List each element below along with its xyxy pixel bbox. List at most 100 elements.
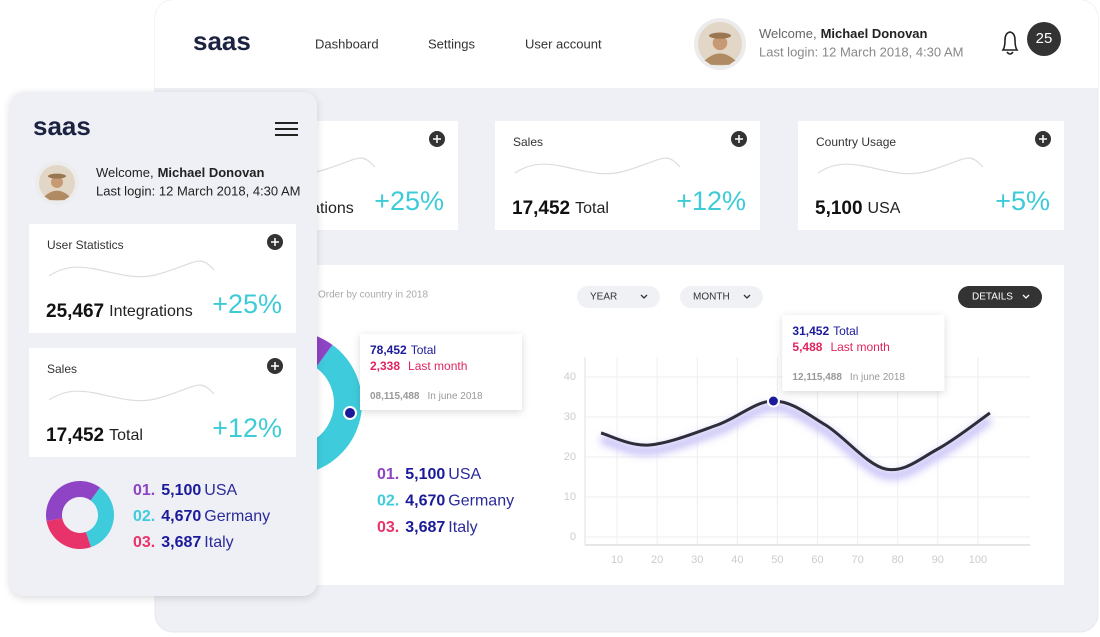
- text-part: Total: [833, 324, 858, 338]
- donut-segment: [46, 518, 92, 549]
- country-legend: 01. 5,100 USA: [133, 482, 238, 499]
- text-part: 08,115,488: [370, 391, 420, 402]
- chevron: [743, 294, 751, 299]
- text-part: 5,100: [815, 198, 863, 219]
- x-tick-label: 30: [691, 554, 703, 566]
- filter-label: MONTH: [693, 292, 730, 303]
- hamburger-menu[interactable]: [275, 122, 298, 136]
- text-part: Michael Donovan: [821, 26, 928, 41]
- avatar-body: [44, 190, 70, 201]
- add-icon: [433, 135, 441, 143]
- avatar: [35, 161, 79, 205]
- stat-title: Country Usage: [816, 135, 896, 149]
- text-part: 2,338: [370, 359, 400, 373]
- text-part: Germany: [204, 508, 270, 525]
- text-part: 5,100: [161, 482, 201, 499]
- mobile-welcome: Welcome, Michael Donovan: [96, 165, 265, 180]
- chevron: [640, 294, 648, 299]
- x-tick-label: 80: [892, 554, 904, 566]
- text-part: 5,488: [792, 340, 822, 354]
- avatar-face: [712, 35, 728, 51]
- welcome: Welcome, Michael Donovan: [759, 26, 928, 41]
- text-part: 31,452: [792, 324, 829, 338]
- avatar-body: [704, 53, 736, 65]
- stat-card: [495, 121, 760, 230]
- text-part: 5,100: [405, 466, 445, 483]
- country-legend: 02. 4,670 Germany: [377, 493, 514, 510]
- text-part: 3,687: [161, 534, 201, 551]
- text-part: 17,452: [46, 425, 104, 446]
- text-part: 4,670: [405, 493, 445, 510]
- x-tick-label: 50: [771, 554, 783, 566]
- text-part: 17,452: [512, 198, 570, 219]
- x-tick-label: 100: [969, 554, 987, 566]
- last-login: Last login: 12 March 2018, 4:30 AM: [759, 44, 964, 59]
- details-label: DETAILS: [972, 292, 1013, 303]
- text-part: 3,687: [405, 519, 445, 536]
- donut-segment: [85, 487, 115, 548]
- tooltip-total: 31,452 Total: [792, 324, 858, 338]
- y-tick-label: 20: [564, 451, 576, 463]
- country-legend: 01. 5,100 USA: [377, 466, 482, 483]
- logo: saas: [193, 26, 251, 56]
- tooltip-total: 78,452 Total: [370, 343, 436, 357]
- panel-subtitle: Order by country in 2018: [318, 290, 428, 301]
- nav-link[interactable]: Dashboard: [315, 36, 379, 51]
- stat-title: User Statistics: [47, 238, 124, 252]
- sparkline-wave: [48, 260, 215, 278]
- text-part: In june 2018: [850, 372, 905, 383]
- text-part: 4,670: [161, 508, 201, 525]
- chevron: [1022, 294, 1030, 299]
- x-tick-label: 10: [611, 554, 623, 566]
- details-button[interactable]: [958, 286, 1042, 308]
- stat-card: [29, 348, 296, 457]
- text-part: Welcome,: [759, 26, 817, 41]
- filter-dropdown[interactable]: [577, 286, 660, 308]
- text-part: USA: [204, 482, 237, 499]
- stat-change: +5%: [995, 186, 1050, 216]
- country-legend: 03. 3,687 Italy: [133, 534, 234, 551]
- text-part: Total: [411, 343, 436, 357]
- y-tick-label: 40: [564, 371, 576, 383]
- tooltip-history: 08,115,488 In june 2018: [370, 391, 483, 402]
- notification-count: 25: [1036, 30, 1053, 47]
- x-tick-label: 70: [851, 554, 863, 566]
- add-icon: [735, 135, 743, 143]
- x-tick-label: 60: [811, 554, 823, 566]
- x-tick-label: 20: [651, 554, 663, 566]
- top-nav-base: [155, 40, 1098, 88]
- filter-dropdown[interactable]: [680, 286, 763, 308]
- bell-icon[interactable]: [1001, 31, 1019, 55]
- text-part: Last month: [830, 340, 889, 354]
- stat-value: 5,100 USA: [815, 198, 901, 219]
- nav-link[interactable]: User account: [525, 36, 602, 51]
- tooltip: [360, 334, 522, 410]
- stat-change: +25%: [374, 186, 444, 216]
- avatar-hat: [709, 32, 731, 39]
- notification-badge[interactable]: [1027, 22, 1061, 56]
- text-part: Last month: [408, 359, 467, 373]
- text-part: 01.: [133, 482, 155, 499]
- mobile-panel: [10, 92, 317, 596]
- tooltip-last-month: 5,488 Last month: [792, 340, 889, 354]
- mobile-logo: saas: [33, 111, 91, 141]
- mobile-last-login: Last login: 12 March 2018, 4:30 AM: [96, 183, 301, 198]
- stat-title: Sales: [513, 135, 543, 149]
- y-tick-label: 10: [564, 491, 576, 503]
- line-marker: [766, 394, 780, 408]
- text-part: USA: [868, 200, 901, 217]
- line-glow: [599, 402, 993, 481]
- country-legend: 02. 4,670 Germany: [133, 508, 270, 525]
- stat-value: 25,467 Integrations: [46, 301, 193, 322]
- sparkline-wave: [48, 384, 215, 402]
- avatar-face: [51, 176, 63, 189]
- nav-link[interactable]: Settings: [428, 36, 475, 51]
- x-tick-label: 90: [932, 554, 944, 566]
- text-part: USA: [448, 466, 481, 483]
- text-part: 03.: [133, 534, 155, 551]
- text-part: 03.: [377, 519, 399, 536]
- y-tick-label: 0: [570, 531, 576, 543]
- text-part: Welcome,: [96, 165, 154, 180]
- text-part: Italy: [204, 534, 233, 551]
- tooltip-last-month: 2,338 Last month: [370, 359, 467, 373]
